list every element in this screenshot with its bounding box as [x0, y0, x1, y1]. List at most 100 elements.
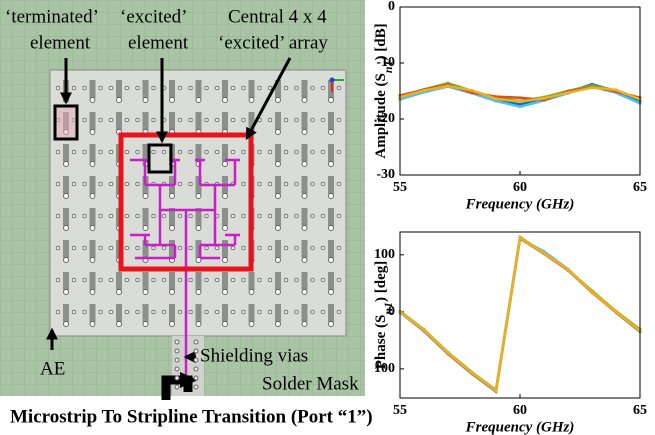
via	[258, 214, 262, 218]
antenna-element	[302, 272, 308, 290]
via	[242, 214, 246, 218]
antenna-element	[143, 304, 149, 322]
plot-area	[400, 7, 640, 175]
via	[109, 182, 113, 186]
via	[189, 86, 193, 90]
via	[170, 226, 175, 231]
via	[152, 86, 156, 90]
via	[311, 182, 315, 186]
antenna-element	[249, 80, 255, 98]
via	[162, 278, 166, 282]
via	[136, 278, 140, 282]
via	[337, 278, 341, 282]
shielding-via	[175, 340, 179, 344]
via	[295, 246, 299, 250]
via	[83, 214, 87, 218]
via	[268, 182, 272, 186]
marker	[423, 89, 426, 92]
antenna-element	[249, 304, 255, 322]
via	[258, 150, 262, 154]
layout-view: ‘terminated’ element ‘excited’ element C…	[0, 0, 365, 400]
via	[99, 310, 103, 314]
marker	[471, 371, 474, 374]
antenna-element	[116, 304, 122, 322]
via	[178, 278, 182, 282]
antenna-element	[275, 112, 281, 130]
via	[295, 86, 299, 90]
via	[136, 86, 140, 90]
via	[56, 214, 60, 218]
marker	[471, 89, 474, 92]
via	[152, 310, 156, 314]
shielding-via	[175, 349, 179, 353]
via	[337, 310, 341, 314]
via	[321, 278, 325, 282]
plot-area	[400, 232, 640, 398]
antenna-element	[116, 272, 122, 290]
via	[152, 118, 156, 122]
via	[311, 118, 315, 122]
via	[329, 98, 334, 103]
via	[90, 98, 95, 103]
antenna-element	[302, 144, 308, 162]
via	[99, 86, 103, 90]
via	[231, 278, 235, 282]
antenna-element	[328, 272, 334, 290]
via	[223, 226, 228, 231]
antenna-element	[196, 304, 202, 322]
via	[215, 278, 219, 282]
board	[50, 70, 346, 336]
via	[64, 290, 69, 295]
antenna-element	[302, 208, 308, 226]
via	[284, 214, 288, 218]
via	[125, 246, 129, 250]
via	[268, 246, 272, 250]
marker	[519, 236, 522, 239]
via	[143, 290, 148, 295]
antenna-element	[169, 112, 175, 130]
via	[337, 182, 341, 186]
via	[329, 130, 334, 135]
antenna-element	[196, 272, 202, 290]
annotation: Shielding vias	[200, 345, 308, 366]
via	[295, 150, 299, 154]
via	[295, 310, 299, 314]
antenna-element	[169, 272, 175, 290]
antenna-element	[90, 112, 96, 130]
antenna-element	[328, 144, 334, 162]
via	[249, 290, 254, 295]
x-tick-label: 55	[393, 180, 407, 195]
via	[337, 214, 341, 218]
shielding-via	[194, 385, 198, 389]
shielding-via	[194, 340, 198, 344]
via	[205, 214, 209, 218]
y-axis-label: Amplitude (Sn1) [dB]	[373, 23, 394, 158]
antenna-element	[222, 112, 228, 130]
via	[90, 322, 95, 327]
via	[136, 246, 140, 250]
via	[284, 278, 288, 282]
via	[268, 118, 272, 122]
via	[329, 322, 334, 327]
y-axis-label-part: Amplitude (S	[373, 73, 389, 158]
via	[249, 322, 254, 327]
via	[136, 182, 140, 186]
shielding-via	[194, 349, 198, 353]
antenna-element	[63, 304, 69, 322]
y-tick-label: 0	[388, 0, 395, 14]
via	[170, 194, 175, 199]
via	[329, 194, 334, 199]
via	[231, 310, 235, 314]
via	[143, 322, 148, 327]
via	[125, 150, 129, 154]
y-axis-label-part: ) [deg]	[373, 261, 389, 302]
via	[231, 150, 235, 154]
via	[337, 86, 341, 90]
via	[162, 310, 166, 314]
via	[295, 278, 299, 282]
via	[215, 86, 219, 90]
via	[196, 290, 201, 295]
via	[178, 182, 182, 186]
via	[99, 150, 103, 154]
via	[117, 290, 122, 295]
